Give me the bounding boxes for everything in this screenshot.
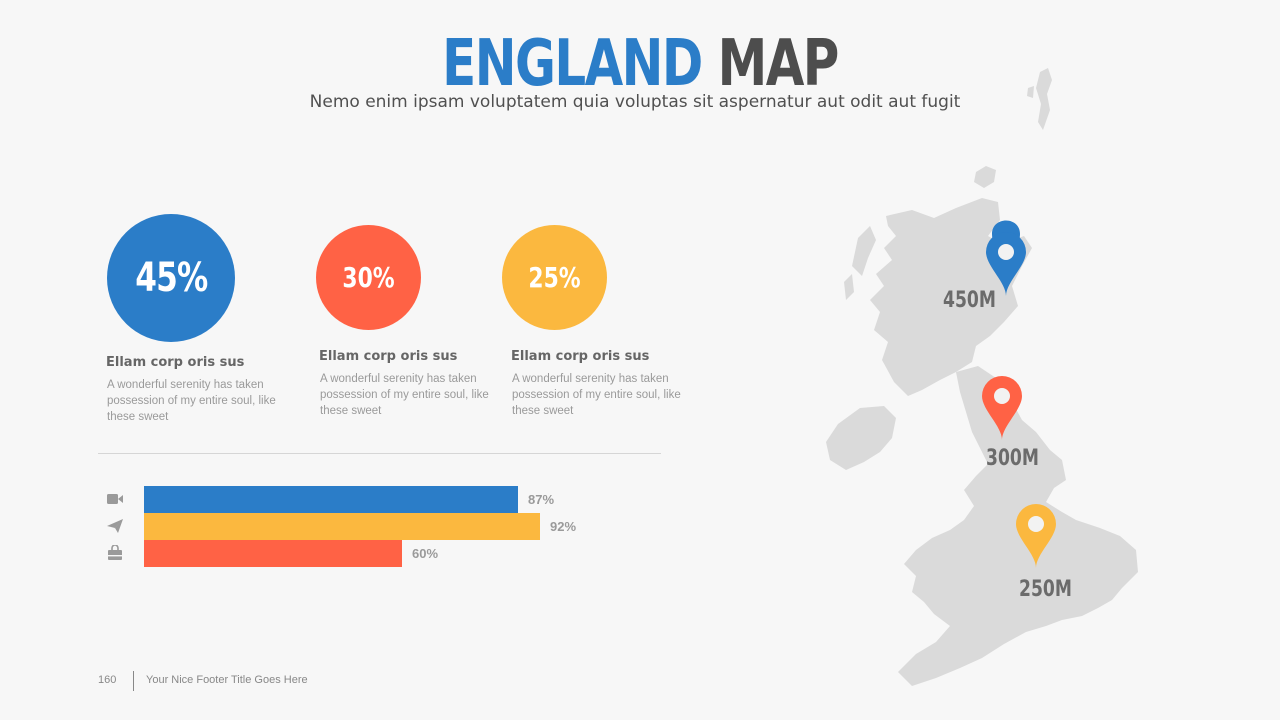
bar-shop bbox=[144, 540, 402, 567]
map-pin-south[interactable] bbox=[1016, 504, 1056, 568]
stat-circle-2: 30% bbox=[316, 225, 421, 330]
pin-label-450m: 450M bbox=[943, 288, 996, 313]
bar-row-shop: 60% bbox=[100, 540, 620, 567]
footer-title: Your Nice Footer Title Goes Here bbox=[146, 674, 308, 686]
stat-value-3: 25% bbox=[528, 261, 581, 294]
stat-description-2: A wonderful serenity has taken possessio… bbox=[320, 373, 489, 417]
uk-map bbox=[826, 68, 1138, 686]
paper-plane-icon bbox=[107, 519, 123, 533]
title-word-map: MAP bbox=[717, 27, 840, 101]
map-pin-north[interactable] bbox=[986, 220, 1026, 297]
bar-label-video: 87% bbox=[528, 492, 555, 507]
map-pin-middle[interactable] bbox=[982, 376, 1022, 440]
bar-video bbox=[144, 486, 518, 513]
stat-heading-2: Ellam corp oris sus bbox=[319, 349, 458, 364]
bar-row-video: 87% bbox=[100, 486, 620, 513]
footer-separator bbox=[133, 671, 134, 691]
bar-send bbox=[144, 513, 540, 540]
stat-value-2: 30% bbox=[342, 261, 395, 294]
video-camera-icon bbox=[107, 494, 123, 504]
stat-description-3: A wonderful serenity has taken possessio… bbox=[512, 373, 681, 417]
stat-value-1: 45% bbox=[134, 255, 208, 301]
stat-circle-3: 25% bbox=[502, 225, 607, 330]
shopping-bag-icon bbox=[108, 545, 122, 560]
stat-heading-1: Ellam corp oris sus bbox=[106, 355, 245, 370]
bar-label-shop: 60% bbox=[412, 546, 439, 561]
pin-label-300m: 300M bbox=[986, 446, 1039, 471]
stat-description-1: A wonderful serenity has taken possessio… bbox=[107, 379, 276, 423]
section-divider bbox=[98, 453, 661, 454]
slide-subtitle: Nemo enim ipsam voluptatem quia voluptas… bbox=[309, 92, 961, 112]
bar-row-send: 92% bbox=[100, 513, 620, 540]
stat-circle-1: 45% bbox=[107, 214, 235, 342]
bar-label-send: 92% bbox=[550, 519, 577, 534]
slide-title: ENGLAND MAP bbox=[141, 22, 1139, 106]
page-number: 160 bbox=[98, 674, 117, 686]
title-word-england: ENGLAND bbox=[442, 27, 703, 101]
stat-heading-3: Ellam corp oris sus bbox=[511, 349, 650, 364]
pin-label-250m: 250M bbox=[1019, 577, 1072, 602]
